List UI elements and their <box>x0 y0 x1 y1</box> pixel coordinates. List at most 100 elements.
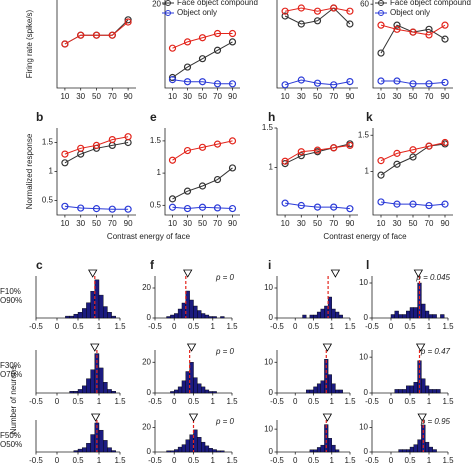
bar <box>81 447 87 453</box>
panel-label: e <box>150 110 157 124</box>
x-tick-label: 70 <box>425 219 434 228</box>
bar <box>406 449 411 453</box>
point <box>393 21 401 29</box>
bar <box>331 308 336 319</box>
series-line <box>380 142 446 162</box>
bar <box>335 311 340 319</box>
x-tick-label: 90 <box>124 219 133 228</box>
point <box>168 156 177 164</box>
bar <box>390 314 395 319</box>
x-tick-label: -0.5 <box>365 397 379 406</box>
x-tick-label: 50 <box>409 219 418 228</box>
x-tick-label: 0 <box>389 456 394 465</box>
point <box>425 31 433 39</box>
x-tick-label: 1.5 <box>344 456 356 465</box>
bar <box>174 389 179 394</box>
series-line <box>172 140 233 161</box>
bar <box>421 378 426 394</box>
x-tick-label: 0 <box>55 322 60 331</box>
y-tick-label: 60 <box>360 0 369 8</box>
x-tick-label: 70 <box>425 92 434 101</box>
x-tick-label: 1.5 <box>226 397 238 406</box>
series-line <box>64 21 129 45</box>
bar <box>338 389 343 394</box>
point <box>346 7 354 15</box>
point <box>183 204 192 213</box>
x-tick-label: 50 <box>409 92 418 101</box>
y-tick-label: 10 <box>359 352 368 361</box>
y-axis-label: Firing rate (spike/s) <box>25 9 34 78</box>
bar <box>440 314 445 319</box>
bar <box>86 443 91 453</box>
bar <box>208 448 213 453</box>
series-line <box>380 201 446 207</box>
x-tick-label: 30 <box>183 92 192 101</box>
x-tick-label: 1.5 <box>114 397 126 406</box>
y-tick-label: 0 <box>147 388 152 397</box>
bar <box>177 386 183 394</box>
bar <box>200 313 206 319</box>
x-tick-label: 70 <box>213 92 222 101</box>
x-tick-label: 10 <box>168 92 177 101</box>
bar <box>425 385 430 394</box>
point <box>393 200 401 208</box>
x-tick-label: -0.5 <box>365 322 379 331</box>
bar <box>73 391 79 394</box>
bar <box>428 446 433 453</box>
point <box>168 203 177 211</box>
bar <box>197 310 202 319</box>
x-tick-label: -0.5 <box>148 456 162 465</box>
mean-marker <box>417 413 427 422</box>
bar <box>320 380 325 394</box>
legend-label: Object only <box>390 8 430 17</box>
point <box>198 55 207 63</box>
point <box>228 80 237 88</box>
bar <box>425 310 430 319</box>
x-tick-label: 1.5 <box>442 322 454 331</box>
point <box>393 149 401 157</box>
point <box>228 38 237 46</box>
row-label: F30% <box>0 361 21 370</box>
point <box>330 203 338 211</box>
bar <box>166 450 171 453</box>
y-tick-label: 1 <box>49 167 54 176</box>
x-tick-label: 0.5 <box>72 397 84 406</box>
point <box>377 21 385 29</box>
point <box>409 146 417 154</box>
bar <box>177 446 183 453</box>
bar <box>86 302 91 319</box>
bar <box>331 444 336 453</box>
x-tick-label: 10 <box>60 219 69 228</box>
y-tick-label: 10 <box>264 357 273 366</box>
x-tick-label: 1 <box>330 322 335 331</box>
bar <box>90 291 95 319</box>
series-line <box>172 33 233 49</box>
row-label: O50% <box>0 440 22 449</box>
bar <box>316 383 321 394</box>
point <box>330 144 338 152</box>
x-tick-label: -0.5 <box>270 397 284 406</box>
x-tick-label: 1.5 <box>442 456 454 465</box>
x-tick-label: -0.5 <box>365 456 379 465</box>
bar <box>77 389 83 394</box>
y-tick-label: 10 <box>359 422 368 431</box>
legend-marker <box>165 10 171 16</box>
y-tick-label: 1.5 <box>42 138 54 147</box>
point <box>441 78 449 87</box>
point <box>377 171 385 179</box>
point <box>281 199 289 207</box>
point <box>346 141 354 149</box>
x-tick-label: 90 <box>441 219 450 228</box>
x-tick-label: 0.5 <box>72 322 84 331</box>
axes <box>276 350 350 394</box>
point <box>346 77 354 86</box>
bar <box>302 314 307 319</box>
bar <box>432 389 437 394</box>
x-tick-label: 0 <box>172 397 177 406</box>
y-tick-label: 20 <box>152 0 161 8</box>
y-tick-label: 10 <box>264 283 273 292</box>
bar <box>394 389 399 394</box>
panel-label: b <box>36 110 43 124</box>
mean-marker <box>413 269 424 278</box>
